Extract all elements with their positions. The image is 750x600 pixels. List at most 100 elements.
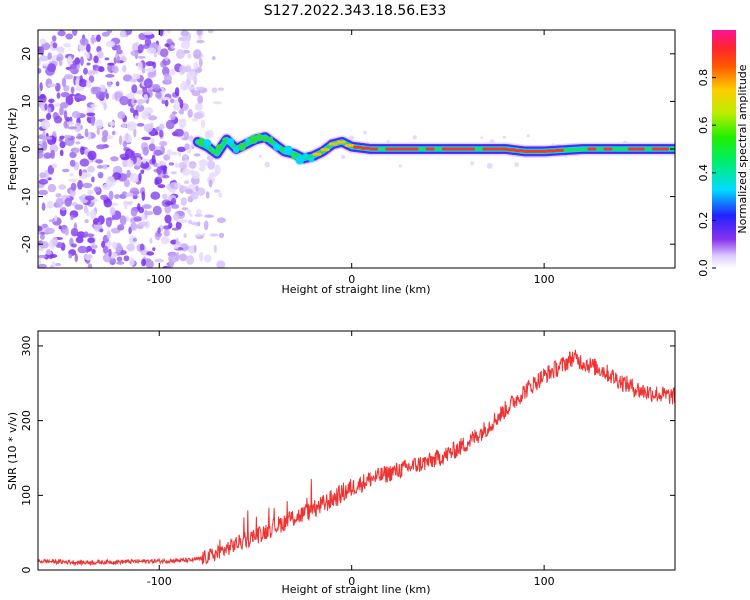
noise-blob [178,36,188,42]
noise-blob [54,214,58,222]
snr-y-ticks: 0 100 200 300 [20,335,675,574]
noise-blob [204,214,215,218]
ridge-blob [302,152,309,159]
noise-blob [137,61,143,71]
noise-blob [181,40,191,50]
noise-blob [58,225,62,230]
noise-blob [103,198,113,208]
noise-blob [165,56,169,61]
noise-blob [38,263,47,268]
noise-blob [205,191,210,199]
noise-blob [193,61,199,70]
noise-blob [147,115,158,121]
noise-blob [169,113,176,121]
noise-blob [79,146,85,155]
noise-blob [121,122,126,128]
noise-blob [146,251,155,256]
noise-blob [60,92,70,98]
noise-blob [193,75,197,86]
spectrogram-y-label: Frequency (Hz) [6,108,19,191]
ridge-blob [203,139,212,148]
noise-blob [187,53,192,59]
noise-blob [175,252,180,262]
noise-speckle [480,136,484,139]
noise-blob [68,253,73,259]
noise-blob [86,112,96,117]
noise-blob [150,191,161,200]
noise-blob [95,159,103,164]
noise-blob [178,119,187,129]
noise-blob [68,68,74,72]
noise-blob [204,254,212,263]
noise-blob [38,68,42,74]
noise-blob [38,257,42,267]
noise-blob [212,56,216,61]
noise-blob [87,237,95,244]
noise-blob [58,184,67,190]
noise-blob [162,58,171,66]
noise-blob [133,99,137,104]
noise-blob [208,179,213,188]
noise-blob [112,172,122,180]
noise-blob [190,191,199,200]
noise-blob [75,141,81,145]
noise-blob [67,126,78,130]
noise-blob [47,63,57,73]
noise-speckle [470,161,475,166]
noise-blob [162,66,170,76]
noise-speckle [386,139,390,143]
noise-blob [42,223,48,229]
noise-blob [218,232,225,239]
noise-blob [70,182,77,191]
noise-blob [135,104,145,112]
noise-blob [47,107,52,115]
noise-blob [121,156,130,161]
noise-blob [118,135,123,146]
noise-blob [137,55,146,59]
noise-blob [183,159,190,164]
noise-blob [116,256,123,262]
noise-blob [142,31,153,36]
noise-blob [61,77,67,88]
ridge-blob [295,155,305,165]
noise-blob [115,81,120,87]
noise-blob [82,182,93,189]
noise-blob [209,233,219,237]
x-tick-label: 0 [348,575,355,588]
noise-blob [39,38,47,45]
noise-blob [70,214,74,221]
noise-blob [195,86,205,91]
y-tick-label: 0 [20,567,33,574]
noise-blob [84,128,89,138]
ridge-blob [215,144,223,151]
noise-blob [164,43,170,47]
noise-blob [160,236,170,245]
noise-blob [71,110,81,119]
noise-blob [163,229,170,237]
noise-blob [151,154,156,165]
noise-blob [199,251,204,262]
noise-blob [95,91,106,100]
noise-blob [67,57,72,66]
noise-blob [136,90,144,95]
noise-blob [188,163,196,169]
noise-blob [75,86,85,92]
noise-blob [71,243,77,248]
noise-blob [39,55,49,62]
noise-blob [182,168,191,176]
noise-blob [86,43,91,53]
noise-blob [58,60,63,67]
noise-blob [138,221,148,227]
noise-blob [101,135,108,143]
noise-blob [38,88,42,97]
noise-blob [107,176,115,180]
noise-blob [200,119,206,128]
noise-blob [48,98,55,104]
noise-blob [38,189,48,196]
noise-blob [96,165,104,169]
noise-blob [39,82,43,92]
y-tick-label: 200 [20,410,33,431]
noise-blob [158,123,165,131]
noise-blob [184,85,195,90]
noise-blob [105,74,115,78]
